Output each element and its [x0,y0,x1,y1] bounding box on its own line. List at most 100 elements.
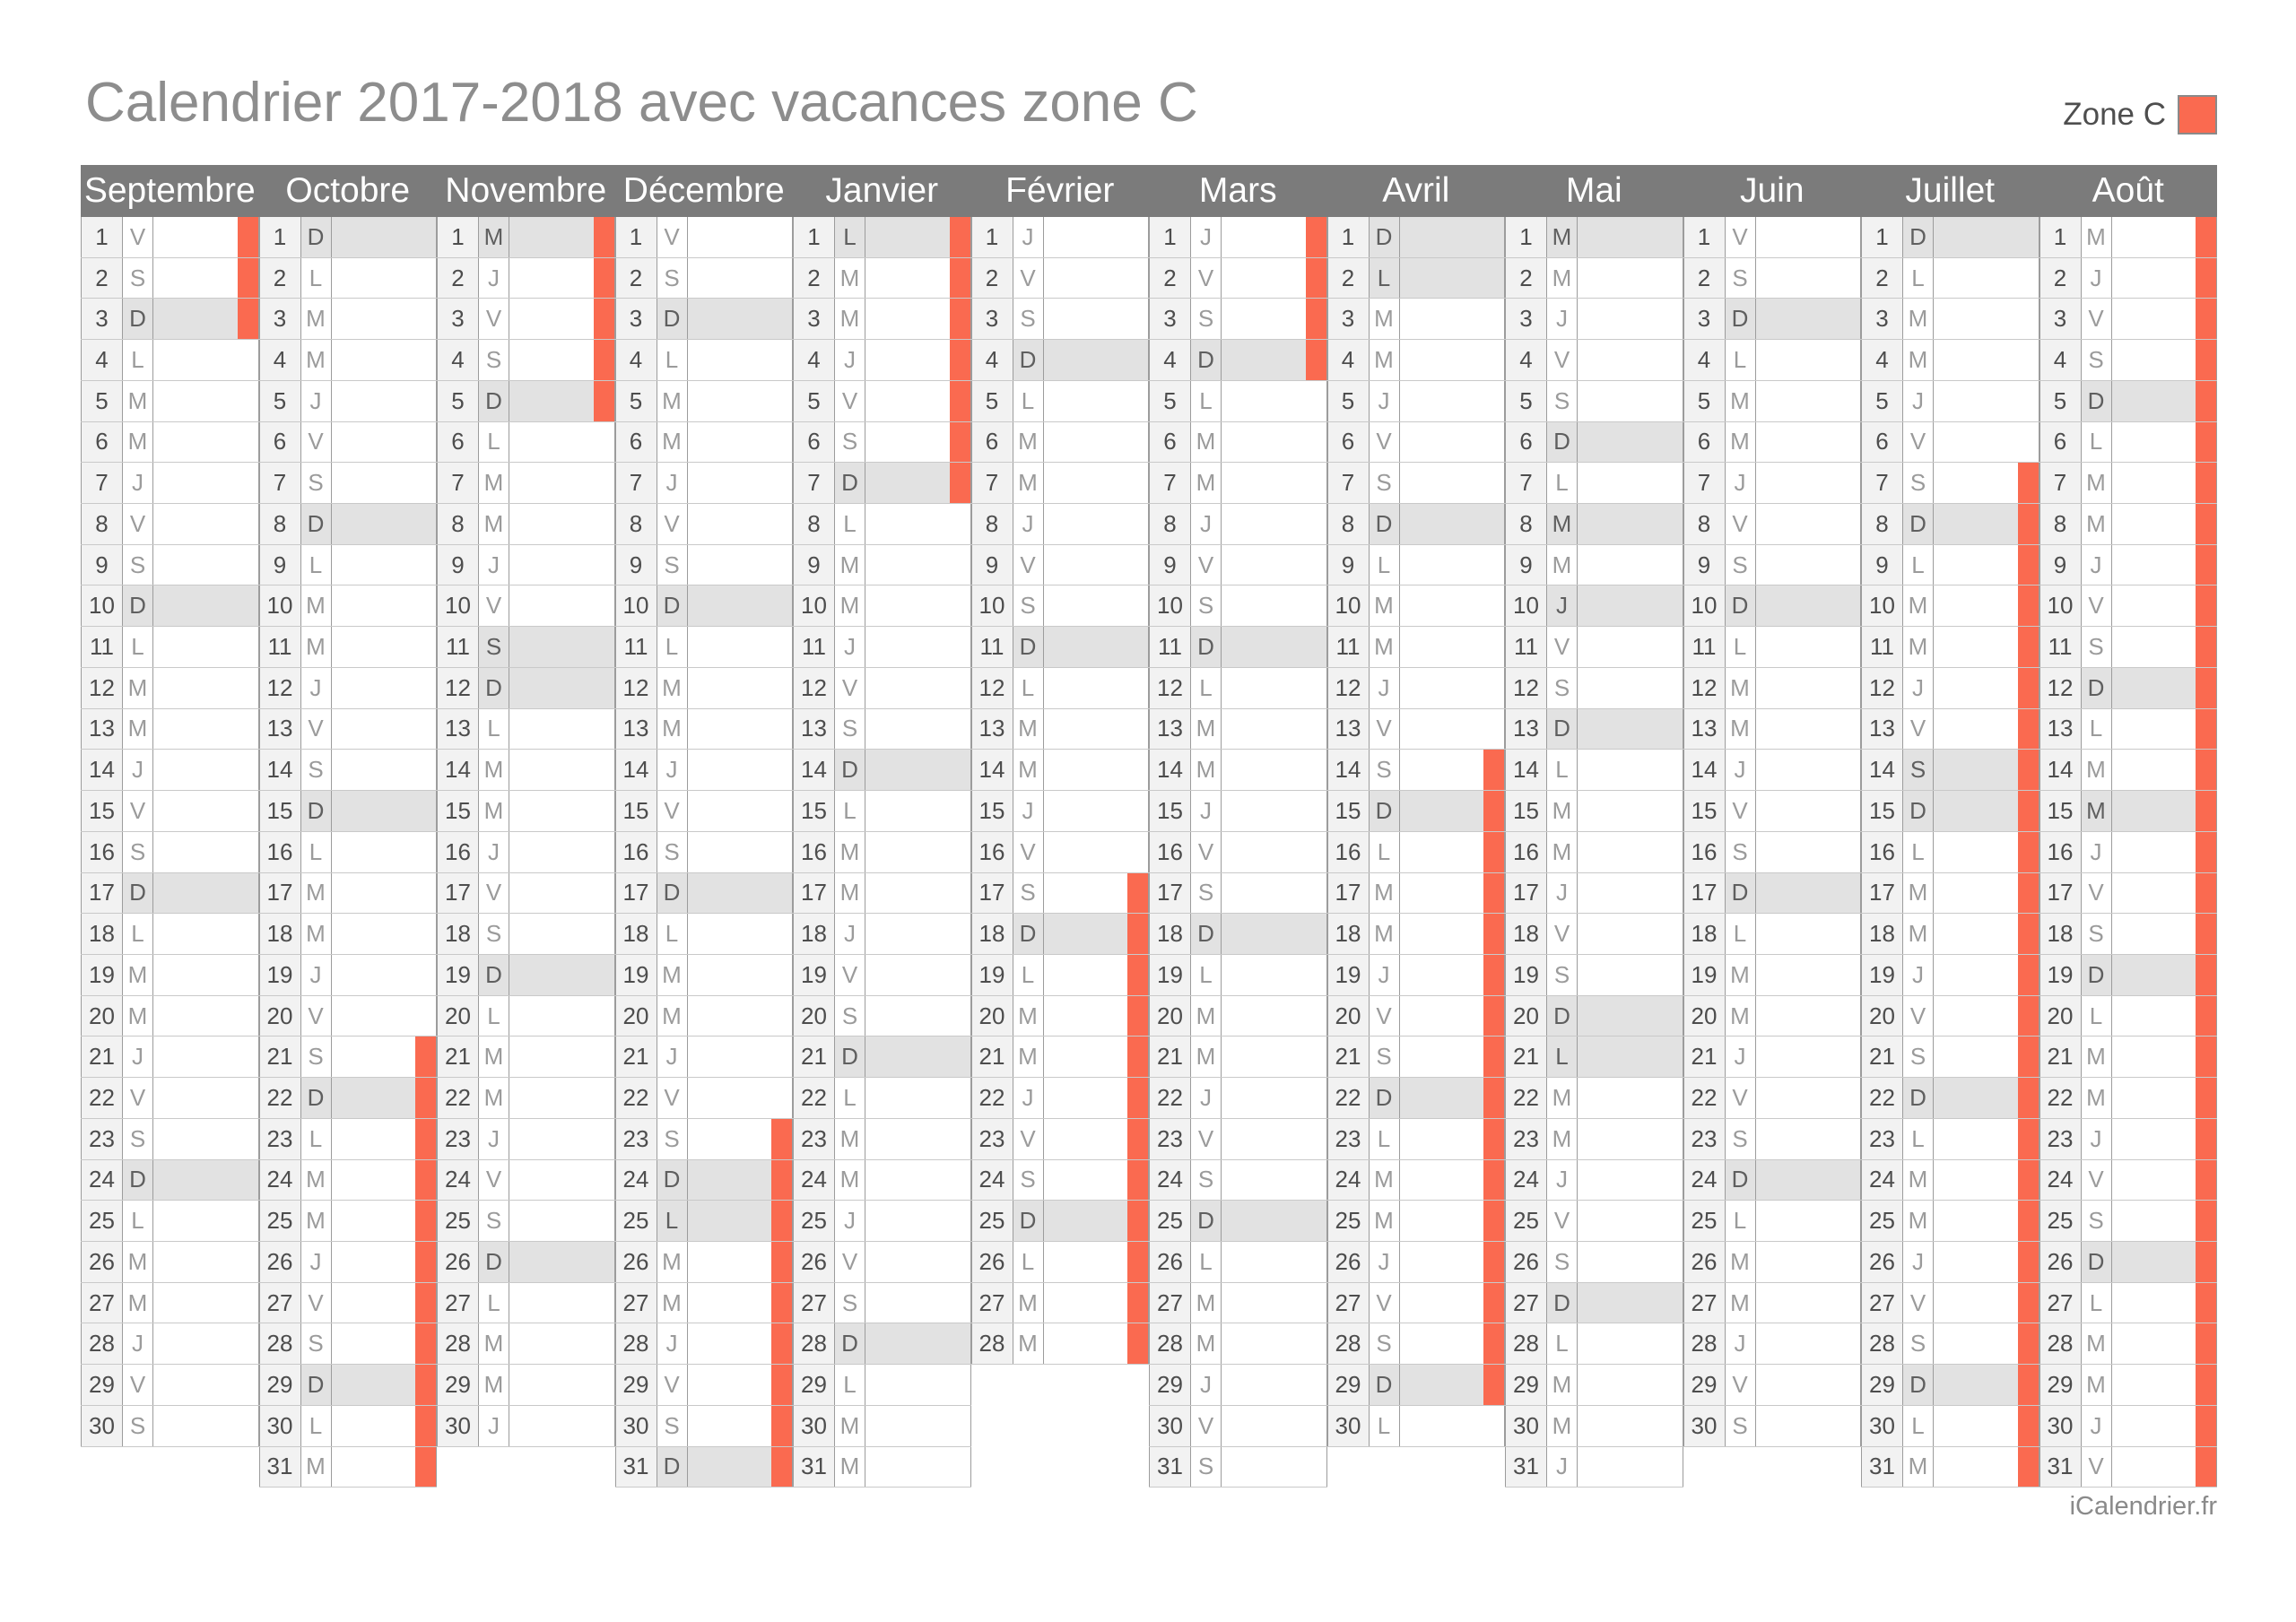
day-number-cell: 3 [1683,299,1725,340]
day-note-cell [1577,1118,1683,1159]
day-note-cell [1754,299,1861,340]
day-number-cell: 8 [970,504,1013,544]
vacation-bar-segment [771,1446,792,1488]
day-note-cell [1042,257,1149,299]
day-row-fevrier-11: 11 D [970,627,1149,668]
weekday-letter-cell: D [300,1365,331,1405]
weekday-letter-cell: L [834,217,865,257]
day-row-aout-18: 18 S [2039,914,2217,955]
weekday-letter-cell: V [656,791,687,831]
day-note-cell [1042,544,1149,585]
vacation-bar-segment [2196,1078,2216,1118]
day-row-aout-26: 26 D [2039,1241,2217,1283]
day-row-novembre-15: 15 M [437,791,615,832]
day-row-octobre-21: 21 S [258,1037,437,1079]
day-number-cell: 4 [1326,340,1369,380]
day-number-cell: 9 [1505,544,1546,585]
weekday-letter-cell: M [1724,708,1755,750]
day-number-cell: 26 [437,1241,478,1282]
day-note-cell [152,217,259,257]
weekday-letter-cell: M [2080,504,2111,544]
day-row-avril-26: 26 J [1326,1241,1505,1283]
weekday-letter-cell: J [478,1118,509,1159]
vacation-bar-segment [1127,1159,1148,1201]
day-number-cell: 22 [1326,1078,1369,1118]
day-note-cell [2110,1159,2217,1201]
day-number-cell: 16 [970,831,1013,872]
weekday-letter-cell: J [1546,299,1577,340]
day-note-cell [1042,217,1149,257]
zone-legend: Zone C [2063,95,2217,134]
day-row-juillet-24: 24 M [1861,1159,2039,1201]
day-note-cell [2110,708,2217,750]
weekday-letter-cell: M [2080,1365,2111,1405]
day-note-cell [1042,872,1149,914]
day-number-cell: 10 [1149,585,1190,627]
vacation-bar-segment [593,217,614,257]
day-number-cell: 27 [970,1282,1013,1323]
day-note-cell [1754,257,1861,299]
weekday-letter-cell: V [834,1241,865,1282]
day-number-cell: 17 [970,872,1013,914]
weekday-letter-cell: L [1902,544,1933,585]
day-note-cell [1398,340,1505,380]
vacation-bar-segment [2196,1405,2216,1446]
day-note-cell [330,1405,437,1446]
day-note-cell [509,1118,615,1159]
day-row-fevrier-20: 20 M [970,995,1149,1037]
day-note-cell [865,750,971,791]
weekday-letter-cell: M [1902,914,1933,954]
weekday-letter-cell: M [1546,1118,1577,1159]
day-note-cell [2110,995,2217,1037]
day-number-cell: 8 [2039,504,2081,544]
vacation-bar-segment [2017,1118,2039,1159]
day-number-cell: 25 [1326,1201,1369,1241]
day-note-cell [1398,217,1505,257]
vacation-bar-segment [2196,1201,2216,1241]
day-row-mai-25: 25 V [1505,1201,1683,1242]
day-number-cell: 15 [81,791,122,831]
day-number-cell: 10 [81,585,122,627]
weekday-letter-cell: L [656,340,687,380]
day-number-cell: 3 [614,299,657,340]
day-number-cell: 12 [1861,667,1902,708]
weekday-letter-cell: V [1190,1118,1221,1159]
day-note-cell [330,708,437,750]
vacation-bar-segment [2017,544,2039,585]
weekday-letter-cell: D [656,872,687,914]
day-number-cell: 20 [2039,995,2081,1037]
day-row-mars-14: 14 M [1149,750,1327,792]
weekday-letter-cell: J [1190,217,1221,257]
day-note-cell [509,463,615,504]
weekday-letter-cell: J [1902,1241,1933,1282]
day-row-decembre-30: 30 S [614,1405,793,1447]
day-number-cell: 13 [1326,708,1369,750]
day-number-cell: 30 [81,1405,122,1446]
day-number-cell: 16 [793,831,834,872]
day-note-cell [1221,585,1327,627]
day-note-cell [1577,1405,1683,1446]
month-column-novembre: Novembre 1 M 2 J 3 V 4 S 5 D 6 L 7 M 8 M 9 J 10 V 11 S 12 D 13 L 14… [437,165,615,1447]
weekday-letter-cell: J [1902,954,1933,995]
day-row-aout-23: 23 J [2039,1118,2217,1160]
day-row-mars-12: 12 L [1149,667,1327,709]
day-row-avril-24: 24 M [1326,1159,1505,1201]
weekday-letter-cell: M [2080,463,2111,504]
day-number-cell: 22 [1861,1078,1902,1118]
day-row-juin-14: 14 J [1683,750,1861,792]
day-note-cell [509,750,615,791]
day-number-cell: 31 [1149,1446,1190,1488]
weekday-letter-cell: J [478,1405,509,1446]
day-row-avril-18: 18 M [1326,914,1505,955]
weekday-letter-cell: V [2080,585,2111,627]
day-row-juin-11: 11 L [1683,627,1861,668]
day-note-cell [152,627,259,667]
day-note-cell [1221,1446,1327,1488]
day-number-cell: 20 [1861,995,1902,1037]
